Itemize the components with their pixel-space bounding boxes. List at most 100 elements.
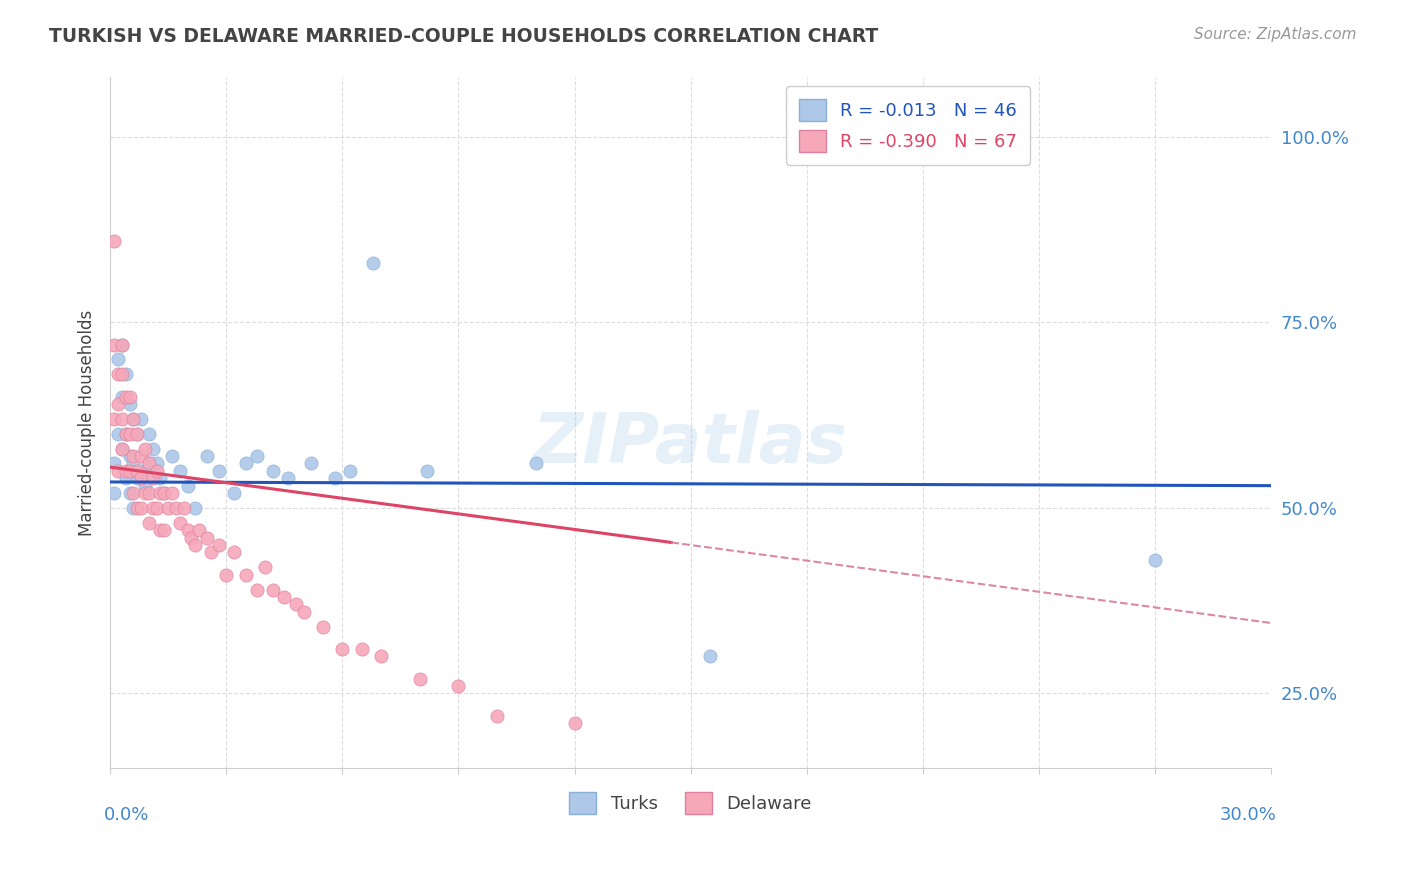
Point (169, 464, 191, 478)
Point (176, 478, 198, 492)
Point (107, 368, 129, 382)
Point (262, 582, 284, 597)
Point (699, 649, 721, 664)
Point (111, 337, 134, 351)
Point (134, 478, 156, 492)
Point (157, 500, 180, 515)
Point (118, 390, 141, 404)
Point (323, 471, 346, 485)
Point (103, 456, 125, 470)
Point (299, 456, 322, 470)
Point (134, 442, 156, 456)
Point (1143, 553, 1166, 567)
Text: TURKISH VS DELAWARE MARRIED-COUPLE HOUSEHOLDS CORRELATION CHART: TURKISH VS DELAWARE MARRIED-COUPLE HOUSE… (49, 27, 879, 45)
Point (111, 390, 134, 404)
Point (195, 449, 218, 463)
Point (235, 567, 257, 582)
Point (447, 679, 470, 693)
Point (114, 390, 136, 404)
Point (111, 442, 134, 456)
Point (169, 516, 191, 530)
Point (215, 567, 238, 582)
Point (165, 500, 187, 515)
Point (153, 523, 176, 537)
Point (160, 486, 183, 500)
Point (284, 598, 307, 612)
Point (207, 464, 229, 478)
Point (145, 456, 167, 470)
Point (118, 449, 141, 463)
Point (416, 464, 439, 478)
Point (153, 486, 176, 500)
Point (312, 620, 335, 634)
Point (103, 412, 125, 426)
Text: 0.0%: 0.0% (104, 805, 149, 823)
Point (176, 523, 198, 537)
Point (246, 582, 269, 597)
Point (107, 464, 129, 478)
Point (122, 412, 145, 426)
Point (138, 456, 160, 470)
Point (111, 412, 134, 426)
Point (149, 486, 172, 500)
Point (184, 500, 207, 515)
Point (262, 464, 284, 478)
Point (114, 464, 136, 478)
Point (160, 449, 183, 463)
Point (363, 256, 385, 270)
Point (118, 397, 141, 411)
Point (111, 337, 134, 351)
Legend: Turks, Delaware: Turks, Delaware (562, 784, 820, 821)
Point (142, 442, 165, 456)
Point (114, 368, 136, 382)
Point (246, 449, 269, 463)
Point (524, 456, 547, 470)
Point (122, 486, 145, 500)
Point (103, 234, 125, 248)
Point (107, 352, 129, 367)
Point (111, 368, 134, 382)
Point (122, 500, 145, 515)
Y-axis label: Married-couple Households: Married-couple Households (79, 310, 96, 536)
Point (330, 642, 353, 657)
Point (207, 538, 229, 552)
Point (138, 486, 160, 500)
Point (253, 560, 276, 574)
Point (184, 538, 207, 552)
Point (129, 464, 152, 478)
Point (103, 486, 125, 500)
Point (486, 708, 509, 723)
Point (149, 523, 172, 537)
Point (103, 337, 125, 351)
Point (107, 426, 129, 441)
Point (339, 464, 361, 478)
Point (122, 449, 145, 463)
Point (127, 500, 149, 515)
Point (149, 471, 172, 485)
Point (127, 426, 149, 441)
Point (118, 464, 141, 478)
Point (564, 716, 586, 731)
Point (188, 523, 211, 537)
Text: 30.0%: 30.0% (1220, 805, 1277, 823)
Point (138, 426, 160, 441)
Point (111, 442, 134, 456)
Point (138, 456, 160, 470)
Text: ZIPatlas: ZIPatlas (533, 409, 848, 477)
Point (138, 516, 160, 530)
Point (145, 464, 167, 478)
Point (127, 464, 149, 478)
Point (277, 471, 299, 485)
Point (235, 456, 257, 470)
Point (200, 545, 222, 559)
Point (145, 500, 167, 515)
Point (118, 486, 141, 500)
Point (118, 426, 141, 441)
Point (142, 471, 165, 485)
Point (292, 605, 315, 619)
Point (127, 426, 149, 441)
Point (129, 471, 152, 485)
Point (114, 426, 136, 441)
Point (180, 531, 202, 545)
Point (134, 486, 156, 500)
